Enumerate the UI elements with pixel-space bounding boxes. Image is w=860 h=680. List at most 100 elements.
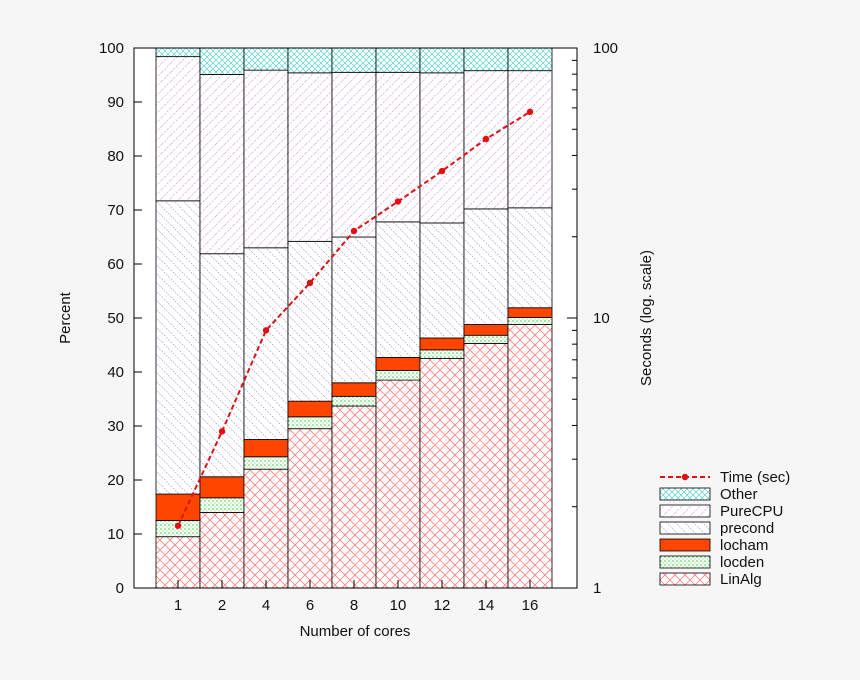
bar-purecpu-1	[155, 56, 201, 202]
legend-label-locden: locden	[720, 554, 764, 571]
bar-other-4	[243, 47, 289, 71]
legend-entry-locden: locden	[659, 554, 764, 571]
x-tick-label-2: 2	[218, 597, 226, 614]
bar-precond-6	[287, 240, 333, 402]
y2-tick-label-100: 100	[593, 40, 618, 57]
bar-locden-8	[331, 395, 377, 407]
bar-locden-16	[507, 317, 553, 325]
bar-linalg-12	[419, 358, 465, 589]
bar-linalg-8	[331, 405, 377, 589]
bar-purecpu-4	[243, 69, 289, 249]
legend-swatch-locham	[659, 538, 711, 552]
bar-other-8	[331, 47, 377, 73]
bar-locden-2	[199, 497, 245, 513]
bars-group	[155, 47, 553, 589]
bar-purecpu-16	[507, 70, 553, 209]
bar-purecpu-12	[419, 72, 465, 224]
legend-label-time: Time (sec)	[720, 469, 790, 486]
y-tick-label-70: 70	[107, 202, 124, 219]
legend-entry-locham: locham	[659, 537, 768, 554]
y-tick-label-0: 0	[116, 580, 124, 597]
y-tick-label-30: 30	[107, 418, 124, 435]
bar-locham-4	[243, 439, 289, 458]
bar-precond-2	[199, 253, 245, 478]
legend-entry-linalg: LinAlg	[659, 571, 762, 588]
legend-swatch-purecpu	[659, 504, 711, 518]
legend: Time (sec)OtherPureCPUprecondlochamlocde…	[659, 469, 790, 588]
bar-locham-10	[375, 357, 421, 371]
bar-linalg-10	[375, 379, 421, 589]
legend-entry-purecpu: PureCPU	[659, 503, 783, 520]
bar-linalg-6	[287, 428, 333, 589]
bar-locham-12	[419, 337, 465, 351]
bar-linalg-14	[463, 342, 509, 589]
y-tick-label-40: 40	[107, 364, 124, 381]
legend-label-purecpu: PureCPU	[720, 503, 783, 520]
bar-locham-16	[507, 307, 553, 318]
y2-axis-label: Seconds (log. scale)	[638, 250, 655, 386]
bar-precond-14	[463, 208, 509, 325]
bar-other-6	[287, 47, 333, 74]
time-line-series	[174, 108, 534, 529]
legend-swatch-precond	[659, 521, 711, 535]
legend-label-precond: precond	[720, 520, 774, 537]
legend-label-linalg: LinAlg	[720, 571, 762, 588]
time-point-14	[482, 135, 490, 143]
bar-other-16	[507, 47, 553, 72]
time-point-2	[218, 428, 226, 435]
bar-other-14	[463, 47, 509, 72]
legend-label-other: Other	[720, 486, 758, 503]
bar-precond-12	[419, 222, 465, 339]
time-point-1	[174, 522, 182, 529]
time-point-16	[526, 108, 534, 116]
bar-other-2	[199, 47, 245, 75]
legend-marker-time	[681, 473, 689, 481]
y2-tick-label-1: 1	[593, 580, 601, 597]
bar-linalg-16	[507, 324, 553, 589]
time-point-8	[350, 227, 358, 235]
x-tick-label-4: 4	[262, 597, 270, 614]
x-tick-label-10: 10	[390, 597, 407, 614]
bar-locden-6	[287, 416, 333, 430]
x-tick-label-1: 1	[174, 597, 182, 614]
time-point-10	[394, 198, 402, 205]
bar-other-12	[419, 47, 465, 74]
y-tick-label-90: 90	[107, 94, 124, 111]
bar-precond-16	[507, 207, 553, 309]
y-tick-label-10: 10	[107, 526, 124, 543]
x-tick-label-6: 6	[306, 597, 314, 614]
legend-swatch-other	[659, 487, 711, 501]
y-tick-label-100: 100	[99, 40, 124, 57]
bar-locham-2	[199, 476, 245, 499]
y-tick-label-50: 50	[107, 310, 124, 327]
bar-purecpu-8	[331, 71, 377, 238]
x-tick-label-16: 16	[522, 597, 539, 614]
time-point-6	[306, 279, 314, 287]
bar-locden-10	[375, 369, 421, 381]
bar-precond-1	[155, 200, 201, 495]
bar-precond-8	[331, 236, 377, 384]
bar-locham-6	[287, 400, 333, 418]
x-tick-label-12: 12	[434, 597, 451, 614]
x-axis-label: Number of cores	[300, 623, 411, 640]
time-point-4	[262, 327, 270, 334]
bar-locden-12	[419, 349, 465, 359]
bar-linalg-4	[243, 468, 289, 589]
bar-precond-10	[375, 221, 421, 358]
time-point-12	[438, 167, 446, 175]
legend-entry-precond: precond	[659, 520, 774, 537]
bar-locden-14	[463, 334, 509, 344]
legend-label-locham: locham	[720, 537, 768, 554]
x-tick-label-8: 8	[350, 597, 358, 614]
y-tick-label-80: 80	[107, 148, 124, 165]
bar-locden-4	[243, 456, 289, 470]
legend-entry-other: Other	[659, 486, 758, 503]
bar-locham-14	[463, 324, 509, 336]
bar-linalg-1	[155, 536, 201, 589]
x-tick-label-14: 14	[478, 597, 495, 614]
bar-purecpu-2	[199, 74, 245, 255]
y-tick-label-60: 60	[107, 256, 124, 273]
bar-locham-1	[155, 493, 201, 521]
